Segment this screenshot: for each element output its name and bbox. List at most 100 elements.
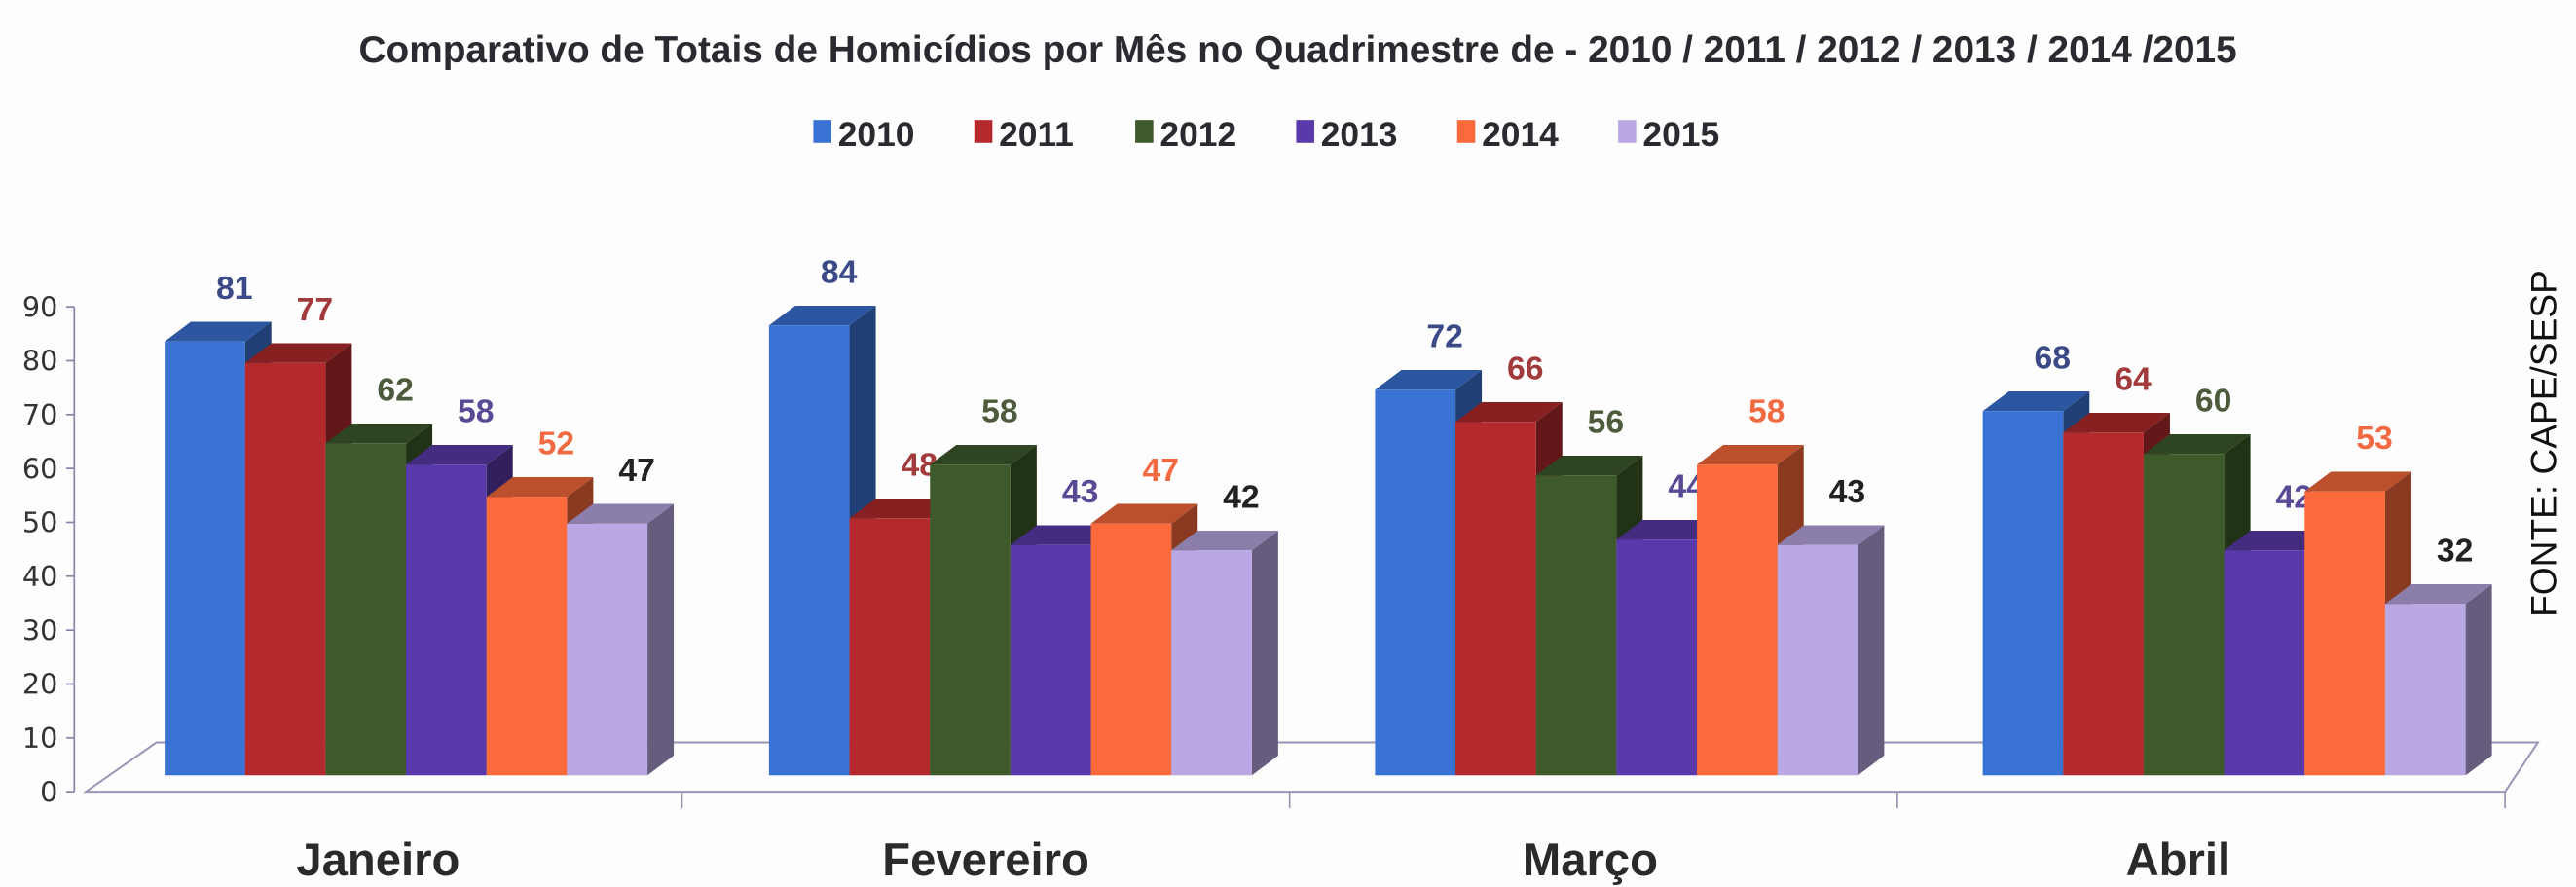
bar-top <box>486 477 594 498</box>
bar-top <box>325 424 433 444</box>
value-label: 58 <box>458 392 495 429</box>
value-label: 43 <box>1829 473 1866 510</box>
y-tick-label: 30 <box>22 613 57 647</box>
legend-label-2013: 2013 <box>1321 115 1398 154</box>
value-label: 58 <box>1748 392 1785 429</box>
bar-top <box>2143 434 2251 455</box>
value-label: 81 <box>216 270 253 307</box>
bar-top <box>1982 391 2090 412</box>
bar-group-janeiro: 81 77 62 58 52 47 <box>165 270 675 776</box>
legend-swatch-2010 <box>813 120 832 143</box>
value-label: 72 <box>1426 317 1463 354</box>
value-label: 64 <box>2115 360 2152 397</box>
bar-2011-janeiro <box>244 362 326 776</box>
bar-top <box>2304 471 2411 492</box>
bar-top <box>768 306 876 326</box>
bar-top <box>849 499 957 519</box>
bar-top <box>1090 503 1198 524</box>
value-label: 32 <box>2437 532 2474 569</box>
source-label: FONTE: CAPE/SESP <box>2522 270 2563 617</box>
legend-swatch-2014 <box>1456 120 1476 143</box>
bar-2010-fevereiro <box>768 325 850 776</box>
bar-top <box>567 503 675 524</box>
legend-label-2014: 2014 <box>1482 115 1559 154</box>
value-label: 62 <box>377 371 414 408</box>
chart-floor <box>82 741 2540 794</box>
y-tick-label: 40 <box>22 560 57 593</box>
legend-label-2011: 2011 <box>999 115 1074 154</box>
bar-side <box>1858 525 1885 776</box>
bar-2013-janeiro <box>406 464 487 776</box>
value-label: 43 <box>1062 473 1099 510</box>
bar-top <box>1777 525 1885 545</box>
bar-top <box>930 445 1037 465</box>
bar-2012-março <box>1535 475 1617 776</box>
legend-label-2010: 2010 <box>838 115 915 154</box>
bar-top <box>1455 402 1563 423</box>
legend-swatch-2012 <box>1135 120 1154 143</box>
bar-2015-janeiro <box>567 523 648 776</box>
bar-2010-janeiro <box>165 341 245 776</box>
bar-2010-abril <box>1982 411 2064 776</box>
y-tick-label: 90 <box>22 290 57 323</box>
value-label: 77 <box>297 291 334 328</box>
bars: 8177625852478448584347427266564458436864… <box>165 253 2492 776</box>
y-tick-label: 80 <box>22 345 57 378</box>
y-tick-label: 60 <box>22 452 57 485</box>
value-label: 56 <box>1588 403 1625 440</box>
bar-top <box>1375 370 1483 390</box>
y-tick-label: 70 <box>22 398 57 431</box>
value-label: 52 <box>538 425 575 462</box>
legend-label-2015: 2015 <box>1642 115 1719 154</box>
value-label: 68 <box>2035 339 2072 376</box>
bar-2011-fevereiro <box>849 518 931 776</box>
bar-2011-março <box>1455 422 1536 776</box>
chart-title: Comparativo de Totais de Homicídios por … <box>359 29 2237 71</box>
bar-side <box>1251 531 1278 776</box>
bar-2010-março <box>1375 389 1456 776</box>
bar-top <box>1616 520 1724 540</box>
category-label: Março <box>1523 834 1658 886</box>
bar-top <box>1697 445 1804 465</box>
category-label: Abril <box>2126 834 2231 886</box>
bar-2013-abril <box>2224 550 2305 776</box>
bar-2015-fevereiro <box>1171 550 1252 776</box>
legend-swatch-2015 <box>1618 120 1637 143</box>
value-label: 42 <box>1223 478 1260 515</box>
value-label: 84 <box>821 253 858 290</box>
legend-swatch-2011 <box>974 120 993 143</box>
bar-2014-março <box>1697 464 1778 776</box>
bar-top <box>1171 531 1278 551</box>
value-label: 47 <box>618 452 655 489</box>
bar-2014-abril <box>2304 491 2385 776</box>
bar-side <box>2465 584 2492 776</box>
bar-2011-abril <box>2063 432 2144 776</box>
bar-2013-março <box>1616 539 1698 776</box>
y-tick-label: 0 <box>40 775 57 808</box>
bar-2012-janeiro <box>325 443 407 776</box>
bar-2015-março <box>1777 544 1858 776</box>
y-tick-label: 50 <box>22 506 57 539</box>
value-label: 47 <box>1142 452 1179 489</box>
y-tick-label: 20 <box>22 668 57 701</box>
value-label: 53 <box>2356 420 2393 457</box>
bar-top <box>2224 531 2332 551</box>
category-label: Janeiro <box>296 834 460 886</box>
bar-top <box>165 321 272 342</box>
bar-2015-abril <box>2384 604 2466 776</box>
axis: 0 10 20 30 40 50 60 70 80 90 <box>22 290 2540 808</box>
bar-top <box>1535 456 1643 476</box>
legend-swatch-2013 <box>1296 120 1314 143</box>
bar-top <box>1010 525 1118 545</box>
y-tick-label: 10 <box>22 721 57 755</box>
bar-2012-fevereiro <box>930 464 1011 776</box>
value-label: 66 <box>1507 350 1544 387</box>
bar-top <box>406 445 513 465</box>
bar-2012-abril <box>2143 454 2225 776</box>
bar-2014-fevereiro <box>1090 523 1172 776</box>
value-label: 60 <box>2195 382 2232 419</box>
bar-top <box>2063 413 2170 433</box>
